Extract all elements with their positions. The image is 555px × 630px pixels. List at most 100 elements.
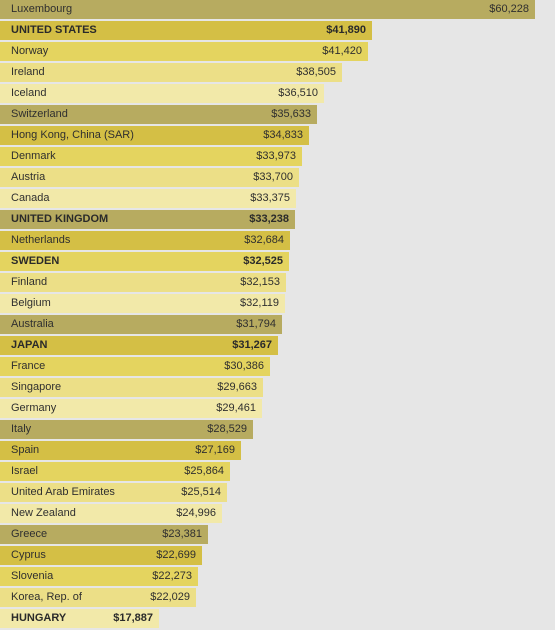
country-label: UNITED STATES (11, 24, 97, 36)
country-label: UNITED KINGDOM (11, 213, 109, 225)
value-label: $31,794 (236, 318, 276, 330)
country-label: Switzerland (11, 108, 68, 120)
country-label: Korea, Rep. of (11, 591, 82, 603)
country-label: Belgium (11, 297, 51, 309)
bar-row: Belgium $32,119 (0, 294, 285, 315)
bar (0, 336, 278, 355)
value-label: $33,375 (250, 192, 290, 204)
bar (0, 126, 309, 145)
country-label: Australia (11, 318, 54, 330)
value-label: $22,699 (156, 549, 196, 561)
value-label: $30,386 (224, 360, 264, 372)
bar-row: HUNGARY $17,887 (0, 609, 159, 630)
value-label: $38,505 (296, 66, 336, 78)
bar-row: Israel $25,864 (0, 462, 230, 483)
country-label: Austria (11, 171, 46, 183)
value-label: $29,663 (217, 381, 257, 393)
bar (0, 504, 222, 523)
country-label: Luxembourg (11, 3, 73, 15)
bar (0, 609, 159, 628)
value-label: $17,887 (113, 612, 153, 624)
value-label: $33,700 (253, 171, 293, 183)
country-label: SWEDEN (11, 255, 60, 267)
bar-row: Singapore $29,663 (0, 378, 263, 399)
bar (0, 189, 296, 208)
country-label: Netherlands (11, 234, 71, 246)
bar (0, 294, 285, 313)
country-label: Slovenia (11, 570, 54, 582)
country-label: Hong Kong, China (SAR) (11, 129, 134, 141)
value-label: $25,514 (181, 486, 221, 498)
bar (0, 147, 302, 166)
bar (0, 105, 317, 124)
value-label: $41,890 (326, 24, 366, 36)
bar-row: Netherlands $32,684 (0, 231, 290, 252)
value-label: $32,153 (240, 276, 280, 288)
value-label: $33,973 (256, 150, 296, 162)
bar-row: France $30,386 (0, 357, 270, 378)
bar (0, 567, 198, 586)
bar (0, 84, 324, 103)
value-label: $33,238 (249, 213, 289, 225)
value-label: $24,996 (176, 507, 216, 519)
bar-row: Cyprus $22,699 (0, 546, 202, 567)
bar (0, 378, 263, 397)
bar-row: Switzerland $35,633 (0, 105, 317, 126)
value-label: $23,381 (162, 528, 202, 540)
value-label: $28,529 (207, 423, 247, 435)
bar-row: UNITED KINGDOM $33,238 (0, 210, 295, 231)
country-label: United Arab Emirates (11, 486, 115, 498)
country-label: Singapore (11, 381, 62, 393)
country-label: HUNGARY (11, 612, 67, 624)
country-label: Italy (11, 423, 32, 435)
country-label: Israel (11, 465, 38, 477)
bar-row: Luxembourg $60,228 (0, 0, 535, 21)
bar (0, 42, 368, 61)
value-label: $36,510 (278, 87, 318, 99)
bar (0, 399, 262, 418)
value-label: $25,864 (184, 465, 224, 477)
value-label: $22,029 (150, 591, 190, 603)
bar-row: Hong Kong, China (SAR) $34,833 (0, 126, 309, 147)
bar (0, 252, 289, 271)
bar-row: Finland $32,153 (0, 273, 286, 294)
bar-row: SWEDEN $32,525 (0, 252, 289, 273)
bar-row: Canada $33,375 (0, 189, 296, 210)
bar-row: United Arab Emirates $25,514 (0, 483, 227, 504)
bar (0, 168, 299, 187)
bar (0, 231, 290, 250)
bar (0, 0, 535, 19)
bar (0, 63, 342, 82)
value-label: $32,525 (243, 255, 283, 267)
country-label: Germany (11, 402, 57, 414)
country-label: New Zealand (11, 507, 76, 519)
bar-row: Norway $41,420 (0, 42, 368, 63)
bar-row: Italy $28,529 (0, 420, 253, 441)
bar (0, 525, 208, 544)
value-label: $22,273 (152, 570, 192, 582)
country-label: Cyprus (11, 549, 46, 561)
value-label: $27,169 (195, 444, 235, 456)
bar-row: Germany $29,461 (0, 399, 262, 420)
country-label: France (11, 360, 46, 372)
bar-row: Slovenia $22,273 (0, 567, 198, 588)
bar-row: Iceland $36,510 (0, 84, 324, 105)
country-label: Spain (11, 444, 40, 456)
bar (0, 462, 230, 481)
bar-row: JAPAN $31,267 (0, 336, 278, 357)
value-label: $32,119 (240, 297, 279, 309)
bar (0, 210, 295, 229)
value-label: $60,228 (489, 3, 529, 15)
bar-row: UNITED STATES $41,890 (0, 21, 372, 42)
bar-row: Spain $27,169 (0, 441, 241, 462)
bar-row: New Zealand $24,996 (0, 504, 222, 525)
value-label: $31,267 (232, 339, 272, 351)
value-label: $29,461 (216, 402, 256, 414)
value-label: $35,633 (271, 108, 311, 120)
bar (0, 315, 282, 334)
bar (0, 441, 241, 460)
value-label: $41,420 (322, 45, 362, 57)
bar-row: Austria $33,700 (0, 168, 299, 189)
bar (0, 273, 286, 292)
